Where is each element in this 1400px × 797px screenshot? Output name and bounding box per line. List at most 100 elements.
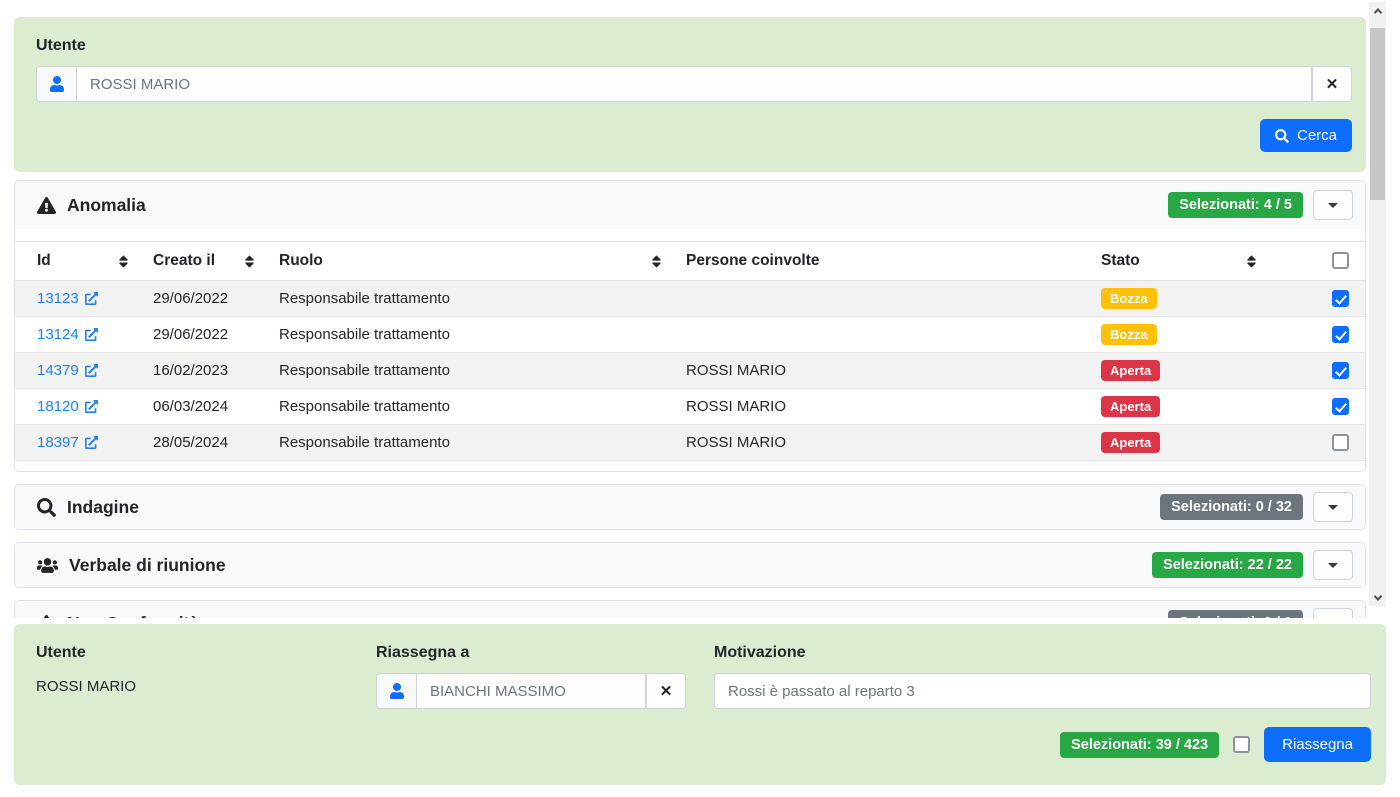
section-verbale: Verbale di riunione Selezionati: 22 / 22 (14, 542, 1366, 588)
user-search-input[interactable] (76, 66, 1312, 102)
cell-ruolo: Responsabile trattamento (267, 424, 674, 461)
motivazione-label: Motivazione (714, 644, 806, 661)
section-anomalia: Anomalia Selezionati: 4 / 5 Id Creato il (14, 180, 1366, 472)
selected-count-badge: Selezionati: 4 / 5 (1168, 192, 1303, 218)
clear-riassegna-button[interactable]: ✕ (646, 673, 686, 709)
sort-icon (119, 255, 128, 267)
external-link-icon (84, 436, 98, 449)
section-title: Anomalia (37, 195, 146, 216)
chevron-up-icon (1373, 7, 1382, 17)
col-header-ruolo[interactable]: Ruolo (267, 241, 674, 281)
col-header-id[interactable]: Id (15, 241, 141, 281)
record-link[interactable]: 18120 (37, 398, 98, 415)
table-row: 13123 29/06/2022 Responsabile trattament… (15, 280, 1365, 317)
cell-ruolo: Responsabile trattamento (267, 316, 674, 353)
table-row: 18120 06/03/2024 Responsabile trattament… (15, 388, 1365, 425)
selected-count-badge: Selezionati: 0 / 32 (1160, 494, 1303, 520)
cell-ruolo: Responsabile trattamento (267, 280, 674, 317)
table-header-row: Id Creato il Ruolo Persone coinvolte Sta… (15, 241, 1365, 281)
section-anomalia-header: Anomalia Selezionati: 4 / 5 (15, 181, 1365, 229)
sort-icon (245, 255, 254, 267)
record-link[interactable]: 18397 (37, 434, 98, 451)
record-link[interactable]: 13123 (37, 290, 98, 307)
table-row: 14379 16/02/2023 Responsabile trattament… (15, 352, 1365, 389)
collapse-toggle-button[interactable] (1313, 550, 1353, 580)
cerca-button[interactable]: Cerca (1259, 119, 1352, 152)
motivazione-input[interactable] (714, 673, 1371, 709)
col-header-stato[interactable]: Stato (1089, 241, 1269, 281)
row-checkbox[interactable] (1332, 434, 1349, 452)
cell-persone (674, 316, 1089, 353)
scroll-down-button[interactable] (1369, 589, 1386, 606)
users-icon (37, 557, 58, 573)
scroll-up-button[interactable] (1369, 2, 1386, 19)
col-header-creato[interactable]: Creato il (141, 241, 267, 281)
row-checkbox[interactable] (1332, 398, 1349, 416)
record-link[interactable]: 13124 (37, 326, 98, 343)
sort-icon (652, 255, 661, 267)
confirm-checkbox[interactable] (1233, 736, 1251, 753)
section-indagine: Indagine Selezionati: 0 / 32 (14, 484, 1366, 530)
external-link-icon (84, 400, 98, 413)
vertical-scrollbar[interactable] (1369, 2, 1386, 606)
chevron-down-icon (1328, 562, 1338, 568)
scrollbar-thumb[interactable] (1370, 28, 1385, 200)
user-search-panel: Utente ✕ Cerca (14, 17, 1366, 172)
sort-icon (1247, 255, 1256, 267)
chevron-down-icon (1373, 591, 1382, 601)
user-search-group: ✕ (36, 66, 1352, 102)
external-link-icon (84, 364, 98, 377)
external-link-icon (84, 328, 98, 341)
cell-ruolo: Responsabile trattamento (267, 388, 674, 425)
cell-creato: 28/05/2024 (141, 424, 267, 461)
search-icon (1274, 128, 1289, 143)
section-non-conformita: Non Conformità Selezionati: 0 / 1 (14, 600, 1366, 618)
chevron-down-icon (1328, 504, 1338, 510)
selected-count-badge: Selezionati: 22 / 22 (1152, 552, 1303, 578)
cell-persone: ROSSI MARIO (674, 424, 1089, 461)
scroll-area: Utente ✕ Cerca (0, 0, 1386, 618)
close-icon: ✕ (659, 683, 673, 700)
person-icon (376, 673, 416, 709)
col-header-select (1269, 241, 1365, 281)
reassign-panel: Utente ROSSI MARIO Riassegna a ✕ Motivaz… (14, 624, 1386, 785)
riassegna-a-label: Riassegna a (376, 644, 470, 661)
search-icon (37, 497, 56, 517)
collapse-toggle-button[interactable] (1313, 492, 1353, 522)
row-checkbox[interactable] (1332, 326, 1349, 344)
status-badge: Bozza (1101, 324, 1157, 345)
warning-icon (37, 196, 56, 214)
collapse-toggle-button[interactable] (1313, 608, 1353, 618)
close-icon: ✕ (1325, 76, 1339, 93)
select-all-checkbox[interactable] (1332, 252, 1349, 270)
cell-persone: ROSSI MARIO (674, 388, 1089, 425)
col-header-persone: Persone coinvolte (674, 241, 1089, 281)
cell-persone: ROSSI MARIO (674, 352, 1089, 389)
collapse-toggle-button[interactable] (1313, 190, 1353, 220)
row-checkbox[interactable] (1332, 290, 1349, 308)
cell-creato: 29/06/2022 (141, 280, 267, 317)
cell-creato: 06/03/2024 (141, 388, 267, 425)
selected-count-badge: Selezionati: 0 / 1 (1168, 610, 1303, 618)
record-link[interactable]: 14379 (37, 362, 98, 379)
external-link-icon (84, 292, 98, 305)
person-icon (36, 66, 76, 102)
anomalia-table: Id Creato il Ruolo Persone coinvolte Sta… (15, 241, 1365, 461)
footer-utente-label: Utente (36, 644, 86, 661)
total-selected-badge: Selezionati: 39 / 423 (1060, 731, 1220, 758)
cell-creato: 29/06/2022 (141, 316, 267, 353)
utente-label: Utente (36, 37, 86, 54)
warning-icon (43, 614, 50, 618)
cell-ruolo: Responsabile trattamento (267, 352, 674, 389)
table-row: 13124 29/06/2022 Responsabile trattament… (15, 316, 1365, 353)
riassegna-button[interactable]: Riassegna (1264, 727, 1371, 762)
riassegna-a-input[interactable] (416, 673, 646, 709)
status-badge: Aperta (1101, 360, 1161, 381)
cell-creato: 16/02/2023 (141, 352, 267, 389)
riassegna-a-group: ✕ (376, 673, 686, 709)
status-badge: Bozza (1101, 288, 1157, 309)
row-checkbox[interactable] (1332, 362, 1349, 380)
clear-user-button[interactable]: ✕ (1312, 66, 1352, 102)
cell-persone (674, 280, 1089, 317)
